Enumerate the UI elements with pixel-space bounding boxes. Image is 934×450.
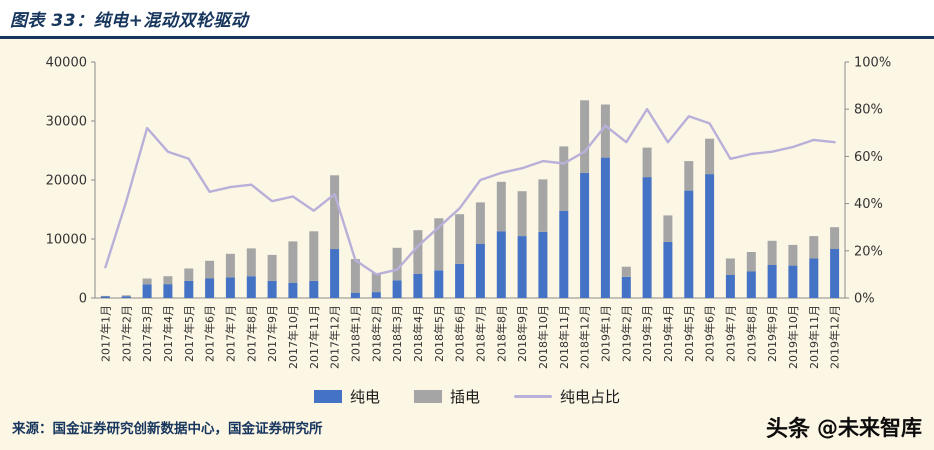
svg-text:2017年7月: 2017年7月 xyxy=(223,305,237,362)
svg-text:100%: 100% xyxy=(854,56,891,71)
pure-legend-swatch xyxy=(313,389,342,403)
watermark: 头条 @未来智库 xyxy=(766,411,922,443)
svg-text:2017年10月: 2017年10月 xyxy=(286,305,300,369)
svg-text:2019年7月: 2019年7月 xyxy=(723,305,737,362)
svg-text:2018年9月: 2018年9月 xyxy=(515,305,529,362)
svg-text:2017年12月: 2017年12月 xyxy=(328,305,342,369)
share-legend-swatch xyxy=(514,394,552,398)
svg-text:2019年9月: 2019年9月 xyxy=(765,305,779,362)
svg-text:2019年6月: 2019年6月 xyxy=(703,305,717,362)
svg-text:0: 0 xyxy=(79,292,87,307)
svg-text:2019年11月: 2019年11月 xyxy=(807,305,821,369)
watermark-brand-logo: 头条 xyxy=(765,417,810,442)
svg-text:2019年2月: 2019年2月 xyxy=(619,305,633,362)
combo-chart: 0 10000 20000 30000 40000 0% 20% 40% 60% 80% 100% 2… xyxy=(46,56,892,370)
svg-text:20%: 20% xyxy=(854,244,883,259)
svg-text:0%: 0% xyxy=(854,292,875,307)
legend-item-pure: 纯电 xyxy=(313,386,380,407)
svg-text:2017年2月: 2017年2月 xyxy=(119,305,133,362)
svg-text:40000: 40000 xyxy=(46,56,87,71)
svg-text:2019年1月: 2019年1月 xyxy=(598,305,612,362)
legend-label: 纯电 xyxy=(349,387,380,406)
svg-text:2018年10月: 2018年10月 xyxy=(536,305,550,369)
chart-legend: 纯电 插电 纯电占比 xyxy=(0,385,934,407)
legend-item-share: 纯电占比 xyxy=(514,386,620,407)
svg-text:2019年5月: 2019年5月 xyxy=(682,305,696,362)
svg-text:2017年11月: 2017年11月 xyxy=(307,305,321,369)
plug-legend-swatch xyxy=(413,389,442,403)
svg-text:2019年8月: 2019年8月 xyxy=(744,305,758,362)
svg-text:2018年1月: 2018年1月 xyxy=(348,305,362,362)
svg-text:2017年8月: 2017年8月 xyxy=(244,305,258,362)
svg-text:2018年4月: 2018年4月 xyxy=(411,305,425,362)
svg-text:2018年2月: 2018年2月 xyxy=(369,305,383,362)
figure-footer: 来源：国金证券研究创新数据中心，国金证券研究所 头条 @未来智库 xyxy=(0,410,934,444)
svg-text:2017年3月: 2017年3月 xyxy=(140,305,154,362)
figure-title: 图表 33：纯电+混动双轮驱动 xyxy=(10,10,249,31)
svg-text:2019年12月: 2019年12月 xyxy=(828,305,842,369)
legend-label: 纯电占比 xyxy=(560,387,621,406)
svg-text:20000: 20000 xyxy=(46,174,87,189)
figure-header: 图表 33：纯电+混动双轮驱动 xyxy=(0,0,934,39)
svg-text:2018年11月: 2018年11月 xyxy=(557,305,571,369)
svg-text:2017年1月: 2017年1月 xyxy=(98,305,112,362)
legend-item-plug: 插电 xyxy=(413,386,480,407)
watermark-handle: @未来智库 xyxy=(817,416,922,440)
svg-text:2017年6月: 2017年6月 xyxy=(203,305,217,362)
svg-text:40%: 40% xyxy=(854,197,883,212)
svg-text:2019年3月: 2019年3月 xyxy=(640,305,654,362)
svg-text:2017年5月: 2017年5月 xyxy=(182,305,196,362)
svg-text:60%: 60% xyxy=(854,150,883,165)
svg-text:2018年5月: 2018年5月 xyxy=(432,305,446,362)
svg-text:30000: 30000 xyxy=(46,115,87,130)
svg-text:10000: 10000 xyxy=(46,233,87,248)
legend-label: 插电 xyxy=(449,387,480,406)
svg-text:2018年7月: 2018年7月 xyxy=(473,305,487,362)
svg-text:2019年4月: 2019年4月 xyxy=(661,305,675,362)
svg-text:2018年3月: 2018年3月 xyxy=(390,305,404,362)
svg-text:2018年8月: 2018年8月 xyxy=(494,305,508,362)
svg-text:2017年9月: 2017年9月 xyxy=(265,305,279,362)
svg-text:2019年10月: 2019年10月 xyxy=(786,305,800,369)
svg-text:2018年6月: 2018年6月 xyxy=(453,305,467,362)
svg-text:80%: 80% xyxy=(854,103,883,118)
svg-text:2017年4月: 2017年4月 xyxy=(161,305,175,362)
source-text: 来源：国金证券研究创新数据中心，国金证券研究所 xyxy=(12,421,323,437)
svg-text:2018年12月: 2018年12月 xyxy=(578,305,592,369)
